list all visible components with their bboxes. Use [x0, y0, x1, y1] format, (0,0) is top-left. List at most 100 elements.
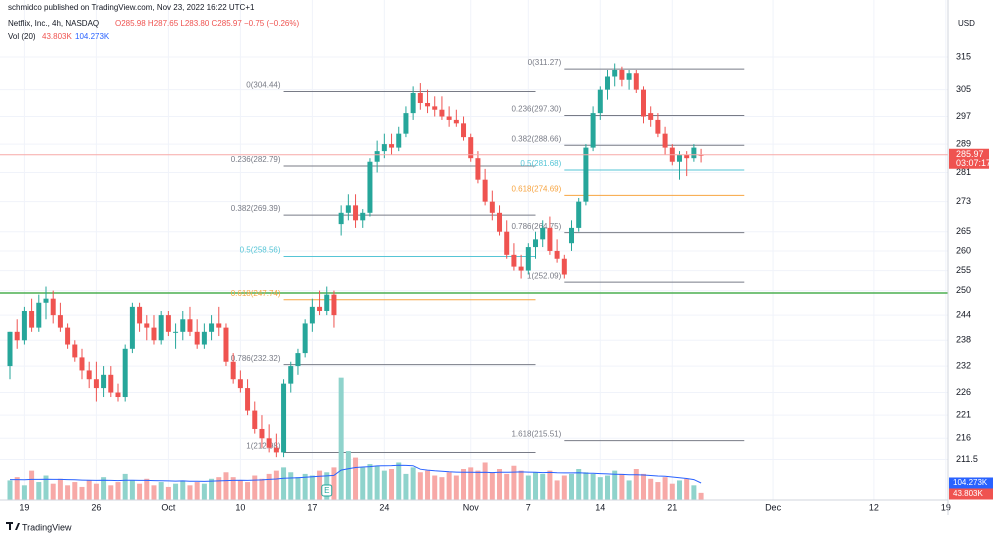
volume-bar	[561, 475, 567, 500]
volume-bar	[482, 462, 488, 500]
currency: USD	[958, 19, 975, 28]
fib-label: 1.618(215.51)	[511, 430, 561, 439]
volume-bar	[425, 470, 431, 500]
candle-body	[209, 323, 215, 332]
candle-body	[417, 92, 423, 103]
candle-body	[86, 370, 92, 380]
volume-bar	[612, 470, 618, 500]
x-tick-label: Nov	[463, 502, 480, 512]
volume-bar	[86, 480, 92, 500]
candle-body	[187, 319, 193, 332]
volume-bar	[36, 482, 42, 500]
candle-body	[129, 306, 135, 349]
y-tick-label: 273	[956, 196, 971, 206]
volume-bar	[367, 464, 373, 500]
fib-label: 1(252.09)	[527, 271, 562, 280]
volume-bar	[669, 483, 675, 500]
countdown: 03:07:17	[956, 158, 991, 168]
volume-bar	[21, 485, 27, 500]
candle-body	[396, 133, 402, 148]
x-tick-label: 12	[869, 502, 879, 512]
volume-bar	[590, 473, 596, 500]
x-tick-label: 7	[526, 502, 531, 512]
candle-body	[223, 327, 229, 362]
candle-body	[137, 306, 143, 324]
y-tick-label: 216	[956, 433, 971, 443]
y-tick-label: 297	[956, 111, 971, 121]
x-tick-label: 14	[595, 502, 605, 512]
candle-body	[533, 239, 539, 248]
candle-body	[540, 227, 546, 240]
volume-bar	[137, 483, 143, 500]
volume-bar	[569, 473, 575, 500]
candle-body	[410, 92, 416, 114]
fib-label: 0.618(274.69)	[511, 185, 561, 194]
candle-body	[273, 447, 279, 453]
candle-body	[511, 254, 517, 267]
candle-body	[554, 250, 560, 259]
x-tick-label: 19	[19, 502, 29, 512]
candle-body	[597, 89, 603, 114]
volume-bar	[101, 477, 107, 500]
candle-body	[345, 205, 351, 213]
x-tick-label: 19	[941, 502, 951, 512]
volume-bar	[461, 469, 467, 500]
candle-body	[489, 201, 495, 213]
candle-body	[453, 119, 459, 124]
candle-body	[216, 323, 222, 328]
candle-body	[281, 383, 287, 453]
ohlc: O285.98 H287.65 L283.80 C285.97 −0.75 (−…	[115, 19, 299, 28]
candle-body	[367, 161, 373, 213]
candle-body	[29, 310, 35, 328]
volume-bar	[597, 477, 603, 500]
candle-body	[173, 331, 179, 333]
candle-body	[583, 147, 589, 202]
volume-box	[949, 488, 993, 500]
candle-body	[324, 294, 330, 311]
volume-bar	[144, 478, 150, 500]
volume-bar	[151, 485, 157, 500]
candle-body	[144, 323, 150, 328]
volume-bar	[259, 478, 265, 500]
y-tick-label: 260	[956, 245, 971, 255]
fib-label: 0.618(247.74)	[231, 289, 281, 298]
candle-body	[590, 113, 596, 148]
earnings-label: E	[324, 486, 329, 495]
volume-bar	[360, 467, 366, 500]
x-tick-label: 24	[379, 502, 389, 512]
y-tick-label: 221	[956, 410, 971, 420]
candle-body	[662, 133, 668, 148]
volume-bar	[317, 470, 323, 500]
x-tick-label: 26	[91, 502, 101, 512]
volume-bar	[633, 469, 639, 500]
fib-label: 0.786(264.75)	[511, 222, 561, 231]
y-tick-label: 281	[956, 167, 971, 177]
volume-bar	[475, 470, 481, 500]
fib-label: 1(212.98)	[246, 442, 281, 451]
candle-body	[482, 179, 488, 202]
earnings-marker	[321, 484, 333, 497]
volume-bar	[65, 485, 71, 500]
volume-bar	[281, 467, 287, 500]
candle-body	[21, 310, 27, 341]
candle-body	[115, 392, 121, 398]
candle-body	[79, 357, 85, 371]
volume-bar	[72, 482, 78, 500]
fib-label: 0.236(282.79)	[231, 155, 281, 164]
volume-bar	[554, 480, 560, 500]
candle-body	[317, 306, 323, 311]
volume-ma-axis-label: 104.273K	[953, 478, 988, 487]
candle-body	[360, 212, 366, 221]
volume-bar	[676, 480, 682, 500]
candle-body	[389, 144, 395, 148]
candle-body	[353, 205, 359, 221]
volume-bar	[173, 483, 179, 500]
volume-bar	[626, 480, 632, 500]
volume-bar	[547, 470, 553, 500]
x-tick-label: 10	[235, 502, 245, 512]
candle-body	[425, 102, 431, 107]
last-price-label: 285.97	[956, 149, 984, 159]
candle-body	[331, 294, 337, 316]
